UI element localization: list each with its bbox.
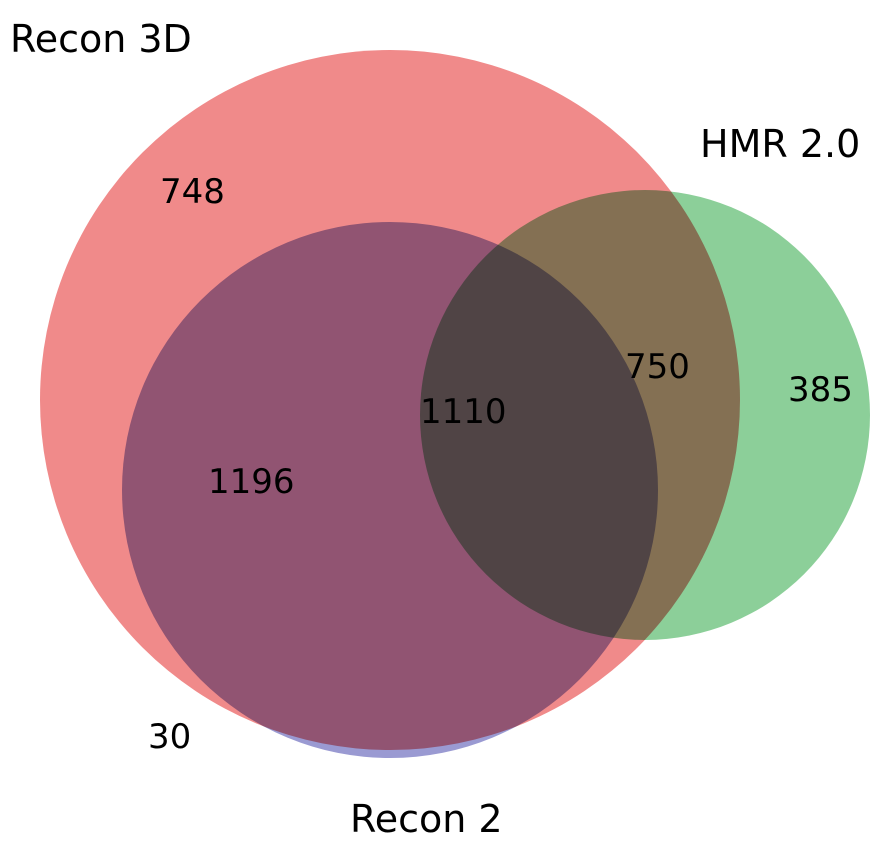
region-a-only: 748 xyxy=(160,175,225,209)
region-c-only: 385 xyxy=(788,373,853,407)
region-abc: 1110 xyxy=(420,395,507,429)
set-label-hmr20: HMR 2.0 xyxy=(700,125,860,163)
set-label-recon3d: Recon 3D xyxy=(10,20,192,58)
region-ac: 750 xyxy=(625,350,690,384)
region-b-only: 30 xyxy=(148,720,191,754)
set-label-recon2: Recon 2 xyxy=(350,800,503,838)
region-ab: 1196 xyxy=(208,465,295,499)
set-circle-recon2 xyxy=(122,222,658,758)
venn-diagram: Recon 3D HMR 2.0 Recon 2 748 1196 1110 7… xyxy=(0,0,886,849)
